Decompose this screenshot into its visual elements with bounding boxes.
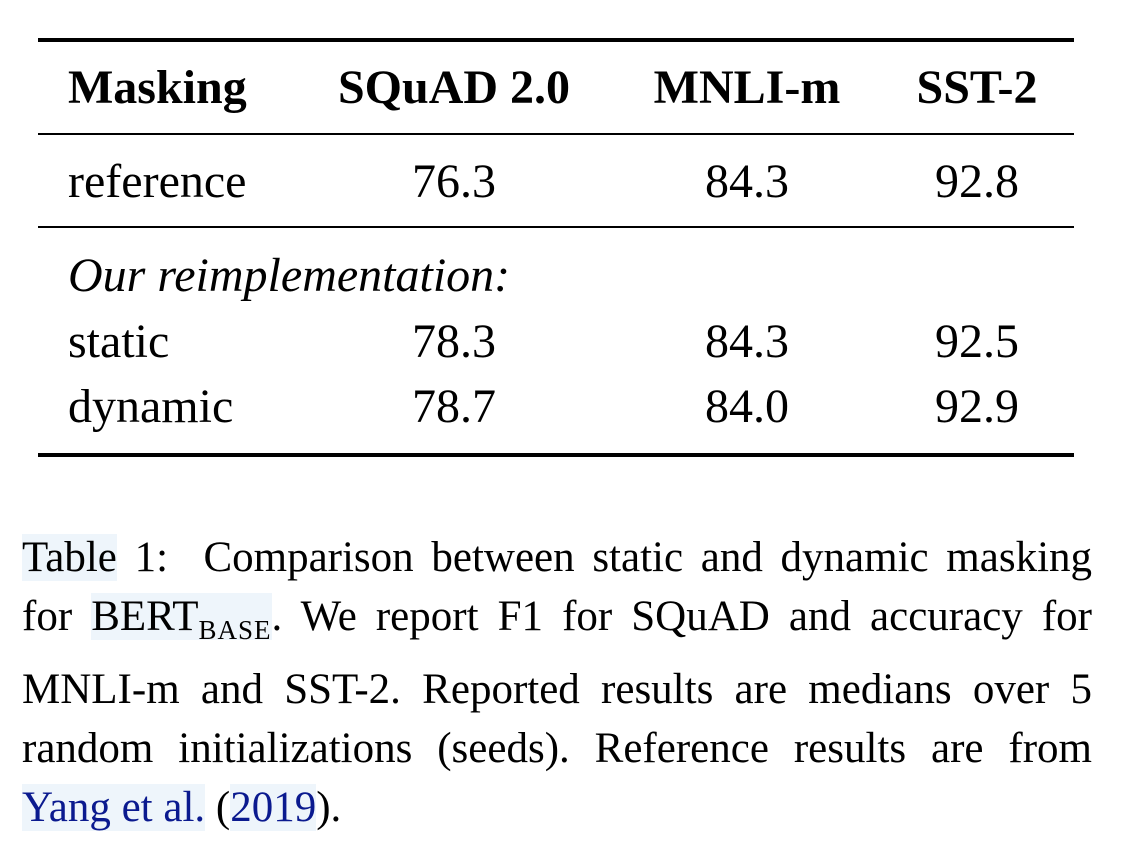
citation-authors-link[interactable]: Yang et al. — [22, 784, 206, 831]
cell-value: 78.7 — [412, 380, 496, 433]
table-number: 1: — [134, 534, 169, 581]
cell-value: 92.8 — [935, 155, 1019, 208]
caption-text-2: . We report F1 for SQuAD and accuracy fo… — [22, 593, 1092, 772]
model-name: BERT — [91, 593, 199, 640]
cell-value: 76.3 — [412, 155, 496, 208]
cell-value: 92.5 — [935, 315, 1019, 368]
header-rule — [38, 133, 1074, 135]
table-ref-link[interactable]: Table — [22, 534, 117, 581]
cell-value: 84.3 — [705, 155, 789, 208]
bert-base-link[interactable]: BERTBASE — [91, 593, 272, 645]
row-label-static: static — [68, 315, 170, 368]
header-mnli: MNLI-m — [653, 61, 841, 114]
header-squad: SQuAD 2.0 — [337, 61, 571, 114]
section-label: Our reimplementation: — [68, 249, 511, 302]
model-subscript: BASE — [198, 615, 272, 645]
header-masking: Masking — [68, 61, 247, 114]
header-sst2: SST-2 — [916, 61, 1038, 114]
table-bottom-rule — [38, 453, 1074, 457]
cell-value: 78.3 — [412, 315, 496, 368]
cell-value: 84.0 — [705, 380, 789, 433]
citation-open-paren: ( — [215, 784, 231, 831]
table-caption: Table 1: Comparison between static and d… — [22, 528, 1092, 837]
cell-value: 92.9 — [935, 380, 1019, 433]
caption-text: Comparison between static and dynamic ma… — [22, 534, 1093, 640]
section-rule — [38, 226, 1074, 228]
table-top-rule — [38, 38, 1074, 42]
citation-year-link[interactable]: 2019 — [230, 784, 317, 831]
row-label-dynamic: dynamic — [68, 380, 234, 433]
row-label-reference: reference — [68, 155, 247, 208]
citation-close: ). — [316, 784, 342, 831]
cell-value: 84.3 — [705, 315, 789, 368]
